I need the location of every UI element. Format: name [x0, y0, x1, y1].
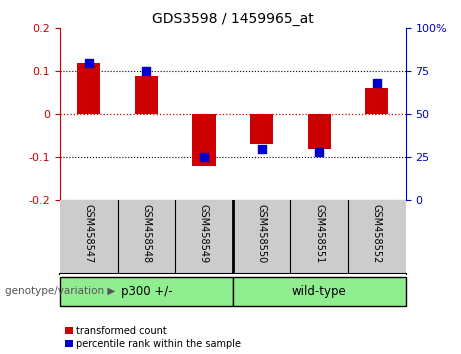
Point — [142, 68, 150, 74]
Bar — [308, 114, 331, 149]
Bar — [77, 63, 100, 114]
Text: GSM458550: GSM458550 — [257, 204, 266, 263]
Bar — [250, 114, 273, 144]
Text: GSM458551: GSM458551 — [314, 204, 324, 263]
Point — [200, 154, 207, 160]
Text: GSM458548: GSM458548 — [142, 204, 151, 263]
Point — [85, 60, 92, 65]
Bar — [365, 88, 388, 114]
Text: wild-type: wild-type — [292, 285, 347, 298]
Text: GSM458549: GSM458549 — [199, 204, 209, 263]
Legend: transformed count, percentile rank within the sample: transformed count, percentile rank withi… — [65, 326, 242, 349]
Text: GSM458547: GSM458547 — [84, 204, 94, 263]
Bar — [135, 75, 158, 114]
Point — [373, 80, 381, 86]
Title: GDS3598 / 1459965_at: GDS3598 / 1459965_at — [152, 12, 313, 26]
Text: genotype/variation ▶: genotype/variation ▶ — [5, 286, 115, 296]
Point — [315, 149, 323, 155]
Bar — [233, 277, 406, 306]
Point — [258, 146, 266, 152]
Bar — [60, 277, 233, 306]
Text: p300 +/-: p300 +/- — [121, 285, 172, 298]
Text: GSM458552: GSM458552 — [372, 204, 382, 263]
Bar — [193, 114, 216, 166]
